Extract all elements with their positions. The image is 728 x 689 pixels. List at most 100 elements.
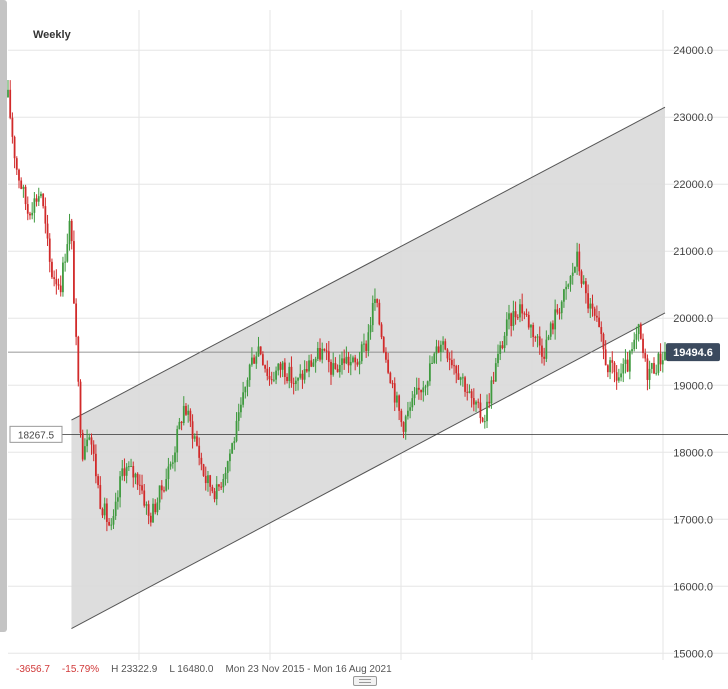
candle: [567, 283, 570, 290]
candle: [121, 459, 124, 481]
candle: [453, 358, 455, 375]
candle: [31, 202, 34, 220]
candle: [242, 381, 245, 408]
candle: [323, 348, 326, 352]
candle: [312, 358, 315, 368]
candle: [9, 80, 12, 120]
candle: [606, 364, 609, 378]
candle: [79, 379, 82, 438]
candle: [530, 323, 532, 338]
channel-upper-line[interactable]: [71, 106, 666, 421]
candle: [591, 294, 594, 317]
candle: [26, 196, 29, 221]
candle: [114, 492, 117, 520]
candle: [13, 135, 16, 169]
candle: [119, 470, 121, 508]
candle: [207, 470, 209, 492]
candle: [376, 298, 379, 308]
candle: [277, 363, 280, 376]
change-value: -3656.7: [16, 664, 50, 675]
candle: [141, 474, 143, 495]
channel-lower-line[interactable]: [71, 312, 666, 629]
candle: [488, 393, 491, 409]
candle: [620, 363, 622, 382]
candle: [598, 311, 600, 328]
candle: [319, 338, 321, 362]
y-tick-label: 15000.0: [673, 648, 713, 660]
candle: [330, 359, 332, 385]
candle: [127, 461, 130, 471]
candle: [248, 363, 251, 387]
candle: [365, 340, 368, 358]
candle: [283, 358, 286, 385]
candle: [268, 366, 271, 386]
candle: [152, 498, 154, 523]
candle: [281, 360, 284, 378]
candle: [413, 387, 416, 406]
candle: [578, 243, 581, 276]
candle: [55, 269, 58, 295]
candle: [374, 288, 376, 311]
candle: [499, 341, 502, 361]
candle: [103, 497, 106, 520]
candle: [182, 396, 185, 426]
candle: [534, 335, 537, 342]
candlesticks: [7, 79, 666, 532]
candle: [160, 480, 163, 500]
candle: [138, 474, 141, 496]
candle: [631, 342, 633, 355]
candle: [94, 444, 97, 484]
candle: [569, 275, 572, 292]
vertical-scrollbar[interactable]: [0, 0, 7, 632]
candle: [635, 326, 638, 350]
candle: [81, 429, 84, 462]
candle: [611, 351, 614, 374]
change-percent: -15.79%: [61, 664, 100, 675]
candle: [37, 187, 40, 207]
candle: [294, 376, 297, 392]
candle: [659, 343, 662, 372]
candle: [123, 458, 126, 482]
candle: [305, 361, 308, 373]
candle: [393, 377, 396, 412]
candle: [233, 437, 236, 450]
candle: [402, 421, 405, 439]
candle: [88, 433, 91, 441]
candle: [644, 348, 647, 362]
candle: [286, 373, 288, 384]
channel-area: [71, 107, 666, 629]
candle: [154, 499, 157, 515]
candle: [130, 458, 132, 468]
candle: [191, 414, 194, 449]
candle: [455, 364, 458, 384]
candle: [18, 168, 20, 189]
candle: [75, 298, 78, 346]
candle: [270, 371, 273, 385]
candle: [11, 112, 14, 144]
candle: [396, 391, 398, 408]
candle: [272, 371, 275, 383]
candle: [464, 375, 466, 397]
candle: [628, 349, 631, 380]
candle: [185, 403, 187, 416]
candle: [424, 384, 427, 396]
candle: [409, 401, 412, 419]
candle: [7, 79, 9, 98]
candle: [116, 490, 119, 510]
candle: [218, 484, 220, 492]
candle: [77, 335, 80, 387]
candle: [92, 440, 95, 462]
candle: [576, 242, 579, 276]
candle: [352, 355, 354, 364]
candle: [255, 351, 258, 369]
candle: [66, 233, 69, 263]
candle: [211, 484, 214, 494]
time-scroll-handle[interactable]: [353, 676, 377, 686]
candle: [622, 358, 625, 383]
candle: [215, 476, 218, 506]
candle: [435, 339, 438, 364]
candle: [426, 380, 429, 395]
candle: [347, 351, 350, 373]
candle: [360, 341, 363, 365]
